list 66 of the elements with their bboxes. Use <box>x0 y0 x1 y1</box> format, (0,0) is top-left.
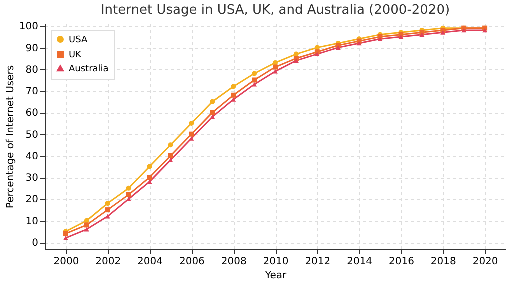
point <box>314 45 320 50</box>
x-tick-label: 2006 <box>179 256 205 268</box>
point <box>336 46 341 50</box>
y-tick-label: 40 <box>26 151 38 162</box>
point <box>482 28 488 33</box>
x-tick-label: 2014 <box>347 256 373 268</box>
point <box>231 84 236 90</box>
point <box>273 64 278 70</box>
point <box>189 132 194 137</box>
y-tick-label: 60 <box>26 108 38 120</box>
legend-label: UK <box>69 50 83 60</box>
x-tick-label: 2020 <box>472 256 498 268</box>
point <box>231 92 236 98</box>
x-tick-label: 2000 <box>54 256 80 268</box>
point <box>168 142 174 148</box>
point <box>105 201 110 206</box>
point <box>210 99 216 104</box>
y-tick-label: 50 <box>26 130 38 141</box>
legend-label: Australia <box>69 64 109 74</box>
point <box>398 34 404 40</box>
point <box>273 69 278 74</box>
point <box>378 36 383 42</box>
point <box>210 110 216 116</box>
x-tick-label: 2008 <box>221 256 247 268</box>
y-axis-title: Percentage of Internet Users <box>5 65 16 209</box>
point <box>105 214 110 219</box>
point <box>420 32 425 37</box>
point <box>462 28 467 33</box>
chart-title: Internet Usage in USA, UK, and Australia (2000-2020) <box>100 3 450 18</box>
point <box>189 136 194 141</box>
y-tick-label: 90 <box>26 43 38 54</box>
y-tick-label: 100 <box>19 22 38 33</box>
point <box>231 98 236 102</box>
legend-label: USA <box>69 36 88 46</box>
point <box>314 52 320 56</box>
point <box>189 121 194 126</box>
x-tick-label: 2004 <box>138 256 163 268</box>
x-tick-label: 2012 <box>305 256 331 268</box>
point <box>294 58 299 63</box>
point <box>252 78 258 83</box>
y-tick-label: 0 <box>32 238 38 250</box>
point <box>126 186 132 191</box>
point <box>147 175 152 180</box>
point <box>252 71 258 76</box>
point <box>168 158 174 162</box>
point <box>210 114 216 120</box>
point <box>168 153 174 158</box>
point <box>63 236 68 240</box>
y-tick-label: 70 <box>26 86 38 98</box>
point <box>84 227 90 232</box>
y-tick-label: 80 <box>26 64 38 76</box>
x-axis-title: Year <box>264 270 288 282</box>
y-tick-label: 20 <box>26 194 38 206</box>
point <box>147 164 152 170</box>
y-tick-label: 10 <box>26 216 38 228</box>
point <box>105 208 110 213</box>
point <box>356 41 362 46</box>
point <box>84 222 90 228</box>
point <box>126 192 132 198</box>
x-tick-label: 2016 <box>389 256 414 268</box>
x-tick-label: 2010 <box>263 256 289 268</box>
point <box>273 60 278 66</box>
y-tick-label: 30 <box>26 173 38 184</box>
point <box>294 52 299 57</box>
x-tick-label: 2002 <box>96 256 122 268</box>
x-tick-label: 2018 <box>430 256 456 268</box>
